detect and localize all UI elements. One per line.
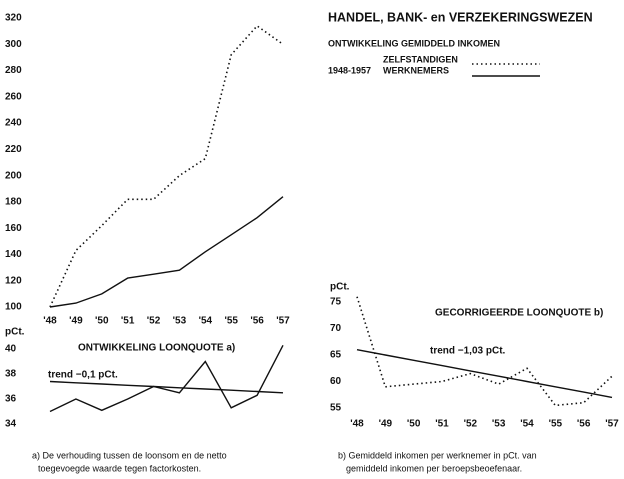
y-tick-label: 55 [330, 403, 342, 414]
y-tick-label: 140 [5, 249, 22, 260]
x-tick-label: '48 [43, 316, 57, 327]
x-tick-label: '49 [69, 316, 83, 327]
chart-title: ONTWIKKELING LOONQUOTE a) [78, 343, 235, 354]
footnote: gemiddeld inkomen per beroepsbeoefenaar. [346, 463, 522, 473]
x-tick-label: '55 [224, 316, 238, 327]
line [49, 344, 284, 413]
x-tick-label: '51 [435, 419, 449, 430]
y-tick-label: 40 [5, 344, 17, 355]
x-tick-label: '49 [379, 419, 393, 430]
line [49, 196, 284, 308]
chart-title: GECORRIGEERDE LOONQUOTE b) [435, 308, 603, 319]
legend-label: WERKNEMERS [383, 65, 449, 75]
x-tick-label: '52 [464, 419, 478, 430]
x-tick-label: '53 [173, 316, 187, 327]
x-tick-label: '57 [605, 419, 619, 430]
x-tick-label: '50 [95, 316, 109, 327]
x-tick-label: '55 [549, 419, 563, 430]
line [49, 24, 284, 308]
y-tick-label: 220 [5, 144, 22, 155]
y-tick-label: 75 [330, 297, 342, 308]
y-tick-label: 70 [330, 323, 342, 334]
x-tick-label: '54 [520, 419, 534, 430]
header-period: 1948-1957 [328, 65, 371, 75]
y-tick-label: 160 [5, 223, 22, 234]
x-tick-label: '57 [276, 316, 290, 327]
trend-line [49, 380, 284, 394]
line [356, 296, 613, 407]
footnote: toegevoegde waarde tegen factorkosten. [38, 463, 201, 473]
y-tick-label: 100 [5, 302, 22, 313]
y-tick-label: 60 [330, 376, 342, 387]
trend-line [356, 349, 613, 399]
y-tick-label: 180 [5, 197, 22, 208]
x-tick-label: '50 [407, 419, 421, 430]
x-tick-label: '48 [350, 419, 364, 430]
footnote: a) De verhouding tussen de loonsom en de… [32, 450, 227, 460]
trend-label: trend −1,03 pCt. [430, 346, 506, 357]
x-tick-label: '51 [121, 316, 135, 327]
y-tick-label: 240 [5, 118, 22, 129]
x-tick-label: '56 [577, 419, 591, 430]
trend-label: trend −0,1 pCt. [48, 370, 118, 381]
y-tick-label: 200 [5, 170, 22, 181]
footnote: b) Gemiddeld inkomen per werknemer in pC… [338, 450, 537, 460]
header-title: HANDEL, BANK- en VERZEKERINGSWEZEN [328, 10, 593, 24]
y-axis-label: pCt. [5, 327, 25, 338]
y-tick-label: 65 [330, 350, 342, 361]
y-tick-label: 38 [5, 369, 17, 380]
y-tick-label: 320 [5, 13, 22, 24]
y-axis-label: pCt. [330, 282, 350, 293]
y-tick-label: 34 [5, 419, 17, 430]
x-tick-label: '54 [199, 316, 213, 327]
legend-label: ZELFSTANDIGEN [383, 54, 458, 64]
header-subtitle: ONTWIKKELING GEMIDDELD INKOMEN [328, 38, 500, 48]
y-tick-label: 300 [5, 39, 22, 50]
x-tick-label: '56 [250, 316, 264, 327]
y-tick-label: 120 [5, 275, 22, 286]
y-tick-label: 36 [5, 394, 17, 405]
y-tick-label: 280 [5, 65, 22, 76]
x-tick-label: '52 [147, 316, 161, 327]
x-tick-label: '53 [492, 419, 506, 430]
y-tick-label: 260 [5, 91, 22, 102]
